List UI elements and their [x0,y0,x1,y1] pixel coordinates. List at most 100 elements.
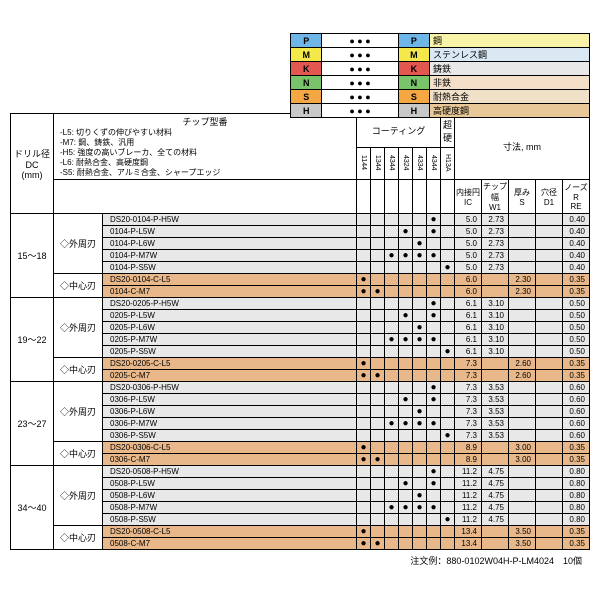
dim-value: 0.50 [563,346,590,358]
grade-code: 4324 [398,148,412,180]
dim-value: 6.0 [455,286,482,298]
grade-dot: ● [426,250,440,262]
legend-material: 非鉄 [430,76,590,90]
grade-dot [356,346,370,358]
grade-dot: ● [398,250,412,262]
edge-type-center: ◇中心刃 [54,442,103,466]
grade-dot [370,226,384,238]
legend-code: K [291,62,322,76]
dim-value: 5.0 [455,238,482,250]
dim-head: チップ幅W1 [482,180,509,214]
dim-value [536,322,563,334]
grade-dot [398,358,412,370]
grade-dot: ● [356,358,370,370]
grade-dot [426,346,440,358]
grade-dot [356,394,370,406]
legend-code: M [291,48,322,62]
grade-dot [370,406,384,418]
grade-dot [440,226,454,238]
part-number: 0508-P-L6W [103,490,357,502]
dim-value [536,274,563,286]
legend-dots: ● ● ● [322,48,398,62]
legend-code: H [398,104,429,118]
grade-dot [412,430,426,442]
grade-dot [440,454,454,466]
dim-value: 0.35 [563,442,590,454]
grade-dot [426,262,440,274]
grade-dot [440,502,454,514]
grade-dot: ● [440,430,454,442]
grade-dot [356,478,370,490]
grade-dot [370,214,384,226]
dim-value [536,478,563,490]
grade-dot: ● [412,238,426,250]
grade-dot: ● [356,526,370,538]
grade-dot [412,394,426,406]
grade-dot: ● [384,418,398,430]
grade-dot [370,334,384,346]
dim-value: 6.1 [455,334,482,346]
grade-dot [412,226,426,238]
dim-value: 0.80 [563,514,590,526]
part-number: 0306-C-M7 [103,454,357,466]
dim-value: 7.3 [455,406,482,418]
grade-dot [426,454,440,466]
edge-type-peripheral: ◇外周刃 [54,214,103,274]
grade-dot [384,346,398,358]
grade-dot [370,382,384,394]
dim-value: 4.75 [482,502,509,514]
grade-code: H13A [440,148,454,180]
table-row: 19〜22◇外周刃DS20-0205-P-H5W●6.13.100.50 [11,298,590,310]
dim-value: 0.40 [563,214,590,226]
grade-dot [384,358,398,370]
part-number: 0205-P-L6W [103,322,357,334]
legend-code: M [398,48,429,62]
table-row: ◇中心刃DS20-0205-C-L5●7.32.600.35 [11,358,590,370]
grade-dot: ● [356,454,370,466]
dim-value [482,286,509,298]
dim-value [482,442,509,454]
grade-dot [384,490,398,502]
part-number: 0306-P-S5W [103,430,357,442]
dim-value: 3.50 [509,526,536,538]
grade-dot: ● [426,418,440,430]
dc-cell: 19〜22 [11,298,54,382]
grade-dot [398,274,412,286]
dc-cell: 23〜27 [11,382,54,466]
part-number: 0306-P-L6W [103,406,357,418]
grade-dot [426,358,440,370]
dim-value: 0.80 [563,466,590,478]
grade-dot [370,310,384,322]
grade-dot [370,490,384,502]
grade-dot [370,526,384,538]
grade-dot [356,466,370,478]
dim-value: 5.0 [455,226,482,238]
dim-value: 3.10 [482,322,509,334]
grade-dot [440,418,454,430]
grade-dot [356,226,370,238]
grade-dot: ● [370,286,384,298]
dim-value: 0.40 [563,238,590,250]
dim-value: 8.9 [455,442,482,454]
dim-value: 2.60 [509,358,536,370]
grade-dot [398,442,412,454]
grade-dot: ● [370,454,384,466]
dim-value: 0.80 [563,490,590,502]
dim-value: 11.2 [455,502,482,514]
grade-dot [440,238,454,250]
dim-value [509,490,536,502]
grade-dot [426,538,440,550]
grade-dot [398,346,412,358]
dim-head: 穴径D1 [536,180,563,214]
dim-value: 11.2 [455,514,482,526]
dim-value [482,274,509,286]
table-row: ◇中心刃DS20-0508-C-L5●13.43.500.35 [11,526,590,538]
legend-code: K [398,62,429,76]
grade-dot [398,382,412,394]
dim-value [509,334,536,346]
dim-value: 6.1 [455,298,482,310]
legend-code: N [398,76,429,90]
dim-value: 7.3 [455,418,482,430]
grade-dot [370,514,384,526]
dim-value [536,370,563,382]
